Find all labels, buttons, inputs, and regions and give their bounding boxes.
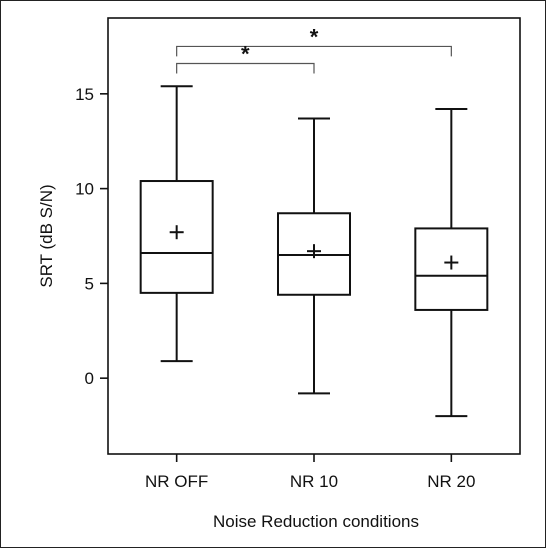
y-tick-label: 5 <box>85 274 94 293</box>
iqr-box <box>139 180 214 294</box>
significance-star: * <box>310 24 319 49</box>
significance-brackets: ** <box>176 24 452 74</box>
significance-star: * <box>241 41 250 66</box>
box-nr-20 <box>414 107 489 418</box>
box-nr-10 <box>277 117 351 395</box>
significance-bracket <box>176 45 452 57</box>
box-series <box>139 85 489 418</box>
x-axis-label: Noise Reduction conditions <box>213 512 419 531</box>
x-tick-label: NR OFF <box>145 472 208 491</box>
y-axis-label: SRT (dB S/N) <box>37 184 56 287</box>
y-tick-label: 0 <box>85 369 94 388</box>
x-tick-label: NR 10 <box>290 472 338 491</box>
box-nr-off <box>139 85 214 363</box>
x-tick-label: NR 20 <box>427 472 475 491</box>
y-tick-label: 15 <box>75 85 94 104</box>
y-axis-ticks: 0 5 10 15 <box>75 85 108 388</box>
x-axis-ticks: NR OFF NR 10 NR 20 <box>145 454 475 491</box>
y-tick-label: 10 <box>75 180 94 199</box>
iqr-box <box>414 227 489 311</box>
significance-bracket <box>176 62 315 74</box>
